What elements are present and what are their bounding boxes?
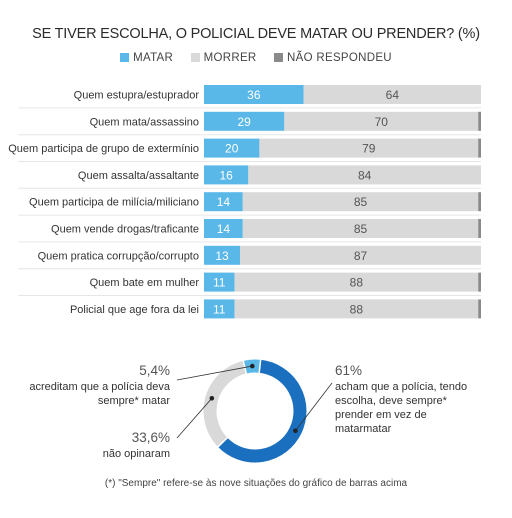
bar-segment-matar (204, 85, 304, 104)
category-label: Quem assalta/assaltante (78, 170, 199, 182)
bar-segment-morrer (234, 299, 479, 319)
bar-value-label: 88 (350, 276, 364, 290)
annotation-nao-opinaram-text: não opinaram (102, 448, 170, 460)
bar-segment-morrer (248, 165, 481, 185)
bar-value-label: 85 (354, 195, 368, 209)
bar-segment-morrer (284, 111, 479, 131)
bar-segment-matar (204, 111, 285, 131)
stacked-bar-chart: Quem estupra/estuprador 36 64 Quem mata/ass… (8, 85, 481, 319)
bar-segment-nao-respondeu (478, 138, 481, 158)
category-label: Quem vende drogas/traficante (51, 224, 199, 236)
bar-segment-matar (204, 299, 235, 319)
legend-item-nao-respondeu: NÃO RESPONDEU (274, 52, 392, 64)
leader-dot (209, 396, 215, 401)
category-label: Quem participa de milícia/miliciano (29, 197, 199, 209)
bar-segment-matar (204, 272, 235, 292)
bar-value-label: 70 (375, 115, 389, 129)
donut-separator (216, 436, 229, 449)
bar-value-label: 11 (213, 302, 226, 316)
donut-chart (176, 358, 333, 463)
bar-segment-nao-respondeu (478, 111, 481, 131)
bar-value-label: 88 (350, 302, 364, 316)
category-label: Quem estupra/estuprador (74, 90, 200, 102)
donut-slice-prender (218, 359, 307, 463)
bar-segment-matar (204, 165, 249, 185)
donut-slice-nao-opinaram (203, 360, 247, 447)
leader-line (176, 365, 253, 381)
bar-value-label: 84 (358, 168, 372, 182)
category-label: Quem mata/assassino (90, 116, 199, 128)
bar-value-label: 79 (362, 142, 376, 156)
annotation-prender-pct: 61% (335, 363, 363, 378)
bar-value-label: 29 (237, 115, 251, 129)
bar-segment-matar (204, 245, 241, 265)
bar-segment-nao-respondeu (478, 192, 481, 212)
bar-segment-morrer (240, 245, 481, 265)
bar-value-label: 14 (217, 222, 231, 236)
annotation-prender: 61% acham que a polícia, tendo escolha, … (335, 364, 485, 436)
bar-value-label: 20 (225, 142, 239, 156)
leader-dot (293, 428, 298, 434)
bar-value-label: 87 (354, 249, 368, 263)
legend-swatch-nao-respondeu (274, 53, 284, 62)
leader-dot (250, 363, 255, 369)
bar-segment-morrer (234, 272, 479, 292)
annotation-matar-text: acreditam que a polícia deva sempre* mat… (29, 381, 170, 407)
bar-value-label: 36 (247, 88, 261, 102)
bar-value-label: 16 (219, 168, 233, 182)
bar-segment-nao-respondeu (478, 219, 481, 238)
legend-swatch-morrer (190, 53, 200, 62)
category-label: Quem bate em mulher (90, 277, 200, 289)
bar-value-label: 64 (386, 88, 400, 102)
bar-segment-matar (204, 138, 260, 158)
legend-item-morrer: MORRER (190, 52, 257, 64)
bar-segment-morrer (242, 192, 479, 212)
legend-swatch-matar (120, 53, 130, 62)
legend: MATAR MORRER NÃO RESPONDEU (0, 52, 512, 64)
leader-line (176, 398, 213, 439)
bar-value-label: 85 (354, 222, 368, 236)
annotation-nao-opinaram: 33,6% não opinaram (20, 431, 170, 461)
legend-label-morrer: MORRER (203, 52, 257, 64)
donut-separator (258, 358, 262, 374)
legend-label-nao-respondeu: NÃO RESPONDEU (287, 52, 392, 64)
category-label: Quem participa de grupo de extermínio (8, 143, 199, 155)
bar-segment-nao-respondeu (478, 272, 481, 292)
footnote: (*) "Sempre" refere-se às nove situações… (104, 478, 408, 489)
category-label: Quem pratica corrupção/corrupto (38, 250, 199, 262)
annotation-prender-text: acham que a polícia, tendo escolha, deve… (335, 381, 468, 435)
bar-segment-morrer (303, 85, 481, 104)
legend-label-matar: MATAR (133, 52, 174, 64)
annotation-nao-opinaram-pct: 33,6% (131, 430, 170, 445)
bar-segment-morrer (242, 219, 479, 238)
bar-value-label: 14 (217, 195, 231, 209)
bar-segment-morrer (259, 138, 479, 158)
legend-item-matar: MATAR (120, 52, 173, 64)
bar-segment-nao-respondeu (478, 299, 481, 319)
bar-segment-matar (204, 219, 243, 238)
annotation-matar: 5,4% acreditam que a polícia deva sempre… (20, 364, 170, 408)
annotation-matar-pct: 5,4% (139, 363, 170, 378)
donut-section: 5,4% acreditam que a polícia deva sempre… (0, 340, 512, 480)
chart-title: SE TIVER ESCOLHA, O POLICIAL DEVE MATAR … (32, 26, 480, 42)
category-label: Policial que age fora da lei (70, 304, 199, 316)
bar-value-label: 11 (213, 276, 226, 290)
leader-line (295, 382, 333, 432)
bar-value-label: 13 (215, 249, 229, 263)
bar-segment-matar (204, 192, 243, 212)
